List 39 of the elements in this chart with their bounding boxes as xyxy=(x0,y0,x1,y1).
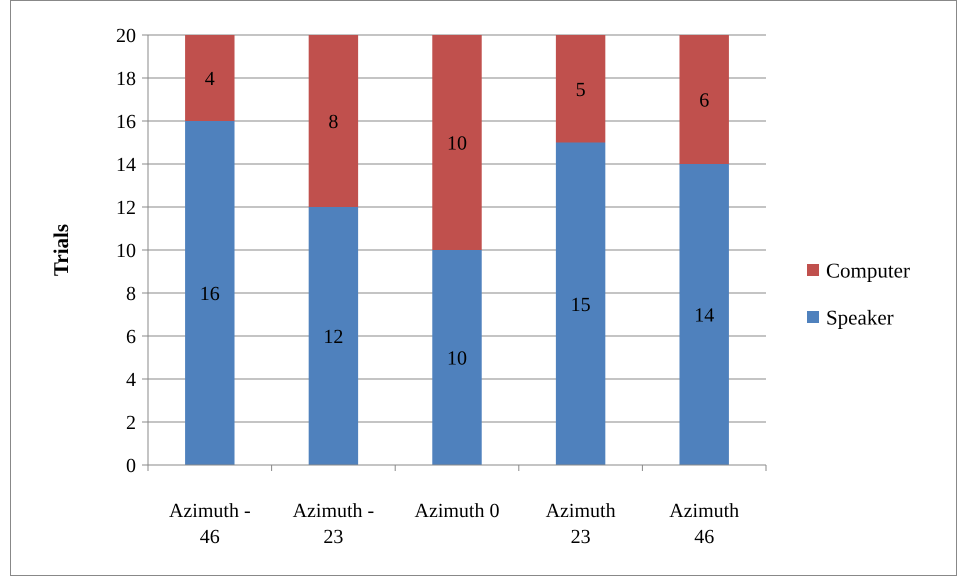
y-tick-label: 14 xyxy=(116,154,136,176)
x-tick-label: Azimuth 23 xyxy=(546,500,616,548)
data-label: 8 xyxy=(328,111,338,133)
data-label: 12 xyxy=(323,326,344,348)
legend-label: Speaker xyxy=(826,305,894,330)
y-tick-label: 16 xyxy=(116,111,136,133)
data-label: 10 xyxy=(447,348,467,370)
bar xyxy=(308,207,358,465)
y-tick-label: 10 xyxy=(116,240,136,262)
bar xyxy=(556,142,606,465)
data-label: 5 xyxy=(576,78,586,101)
y-tick-label: 18 xyxy=(116,68,136,90)
bar xyxy=(432,250,482,465)
y-tick-label: 2 xyxy=(126,412,136,434)
data-label: 6 xyxy=(699,90,710,112)
y-tick-label: 12 xyxy=(116,197,136,219)
y-tick-label: 20 xyxy=(116,25,136,47)
x-tick-label: Azimuth 46 xyxy=(669,500,740,548)
bar xyxy=(432,35,482,250)
bar xyxy=(185,35,235,121)
y-tick-label: 4 xyxy=(126,369,136,391)
x-tick-label: Azimuth 0 xyxy=(414,500,500,522)
bar xyxy=(308,35,358,207)
data-label: 4 xyxy=(204,68,215,90)
y-tick-label: 8 xyxy=(126,283,136,305)
legend-label: Computer xyxy=(826,258,910,282)
data-label: 15 xyxy=(570,294,591,316)
x-tick-label: Azimuth -23 xyxy=(292,500,374,548)
bar xyxy=(556,35,606,142)
bar xyxy=(679,164,729,465)
y-tick-label: 6 xyxy=(126,326,136,348)
data-label: 10 xyxy=(447,132,467,154)
data-label: 16 xyxy=(200,283,220,305)
y-axis-title: Trials xyxy=(49,224,73,276)
bar xyxy=(679,35,729,164)
data-label: 14 xyxy=(694,304,714,326)
x-tick-label: Azimuth -46 xyxy=(168,500,251,548)
y-tick-label: 0 xyxy=(126,455,136,477)
bar xyxy=(185,121,235,465)
